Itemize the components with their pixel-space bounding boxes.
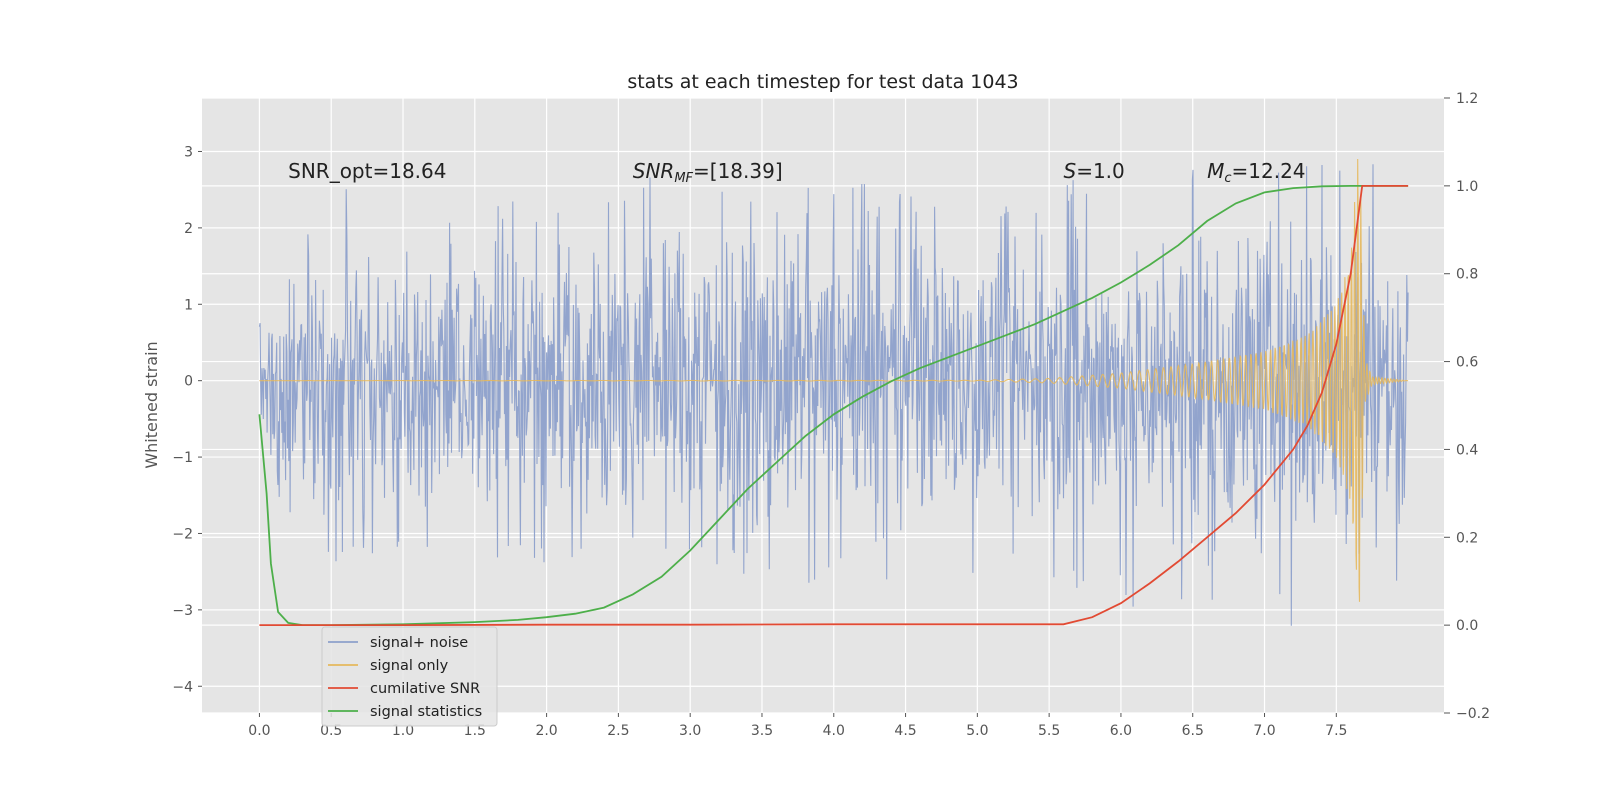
x-tick-label: 7.5	[1325, 723, 1347, 739]
annotation-2: SNRMF=[18.39]	[633, 159, 783, 186]
y2-tick-label: 0.2	[1456, 530, 1478, 546]
legend-label: signal+ noise	[370, 635, 468, 651]
legend-label: signal only	[370, 658, 449, 674]
annotation-3: S=1.0	[1064, 159, 1125, 183]
chart-title: stats at each timestep for test data 104…	[627, 71, 1018, 93]
legend-box	[321, 626, 498, 727]
y-axis-label: Whitened strain	[142, 341, 161, 468]
x-tick-label: 4.5	[894, 723, 916, 739]
x-axis-ticks: 0.0 0.5 1.0 1.5 2.0 2.5 3.0 3.5 4.0 4.5 5.0 5.5 6.0 6…	[248, 713, 1347, 739]
y2-tick-label: −0.2	[1456, 706, 1490, 722]
x-tick-label: 4.0	[823, 723, 845, 739]
x-tick-label: 6.0	[1110, 723, 1132, 739]
y2-tick-label: 0.4	[1456, 442, 1478, 458]
y-tick-label: 1	[184, 297, 193, 313]
y2-tick-label: 0.0	[1456, 618, 1478, 634]
right-axis-series	[258, 185, 1409, 626]
x-tick-label: 1.0	[392, 723, 414, 739]
x-tick-label: 3.5	[751, 723, 773, 739]
legend: signal+ noise signal only cumilative SNR si…	[321, 626, 498, 727]
x-tick-label: 1.5	[464, 723, 486, 739]
annotation-4: Mc=12.24	[1207, 159, 1305, 186]
y-tick-label: 3	[184, 144, 193, 160]
x-tick-label: 2.5	[607, 723, 629, 739]
x-tick-label: 2.0	[535, 723, 557, 739]
y-tick-label: −3	[172, 603, 193, 619]
annotation-1: SNR_opt=18.64	[288, 159, 446, 183]
grid	[202, 97, 1444, 714]
signal-noise-line	[258, 164, 1409, 626]
x-tick-label: 7.0	[1253, 723, 1275, 739]
y2-tick-label: 0.6	[1456, 355, 1478, 371]
x-tick-label: 0.0	[248, 723, 270, 739]
y-tick-label: −2	[172, 526, 193, 542]
y-tick-label: −1	[172, 450, 193, 466]
left-axis-ticks: 3 2 1 0 −1 −2 −3 −4	[172, 144, 202, 695]
signal-only-line	[259, 158, 1409, 602]
x-tick-label: 0.5	[320, 723, 342, 739]
y2-tick-label: 0.8	[1456, 267, 1478, 283]
x-tick-label: 5.0	[966, 723, 988, 739]
cumilative-snr-line	[259, 185, 1409, 626]
signal-noise-series	[258, 164, 1409, 626]
x-tick-label: 5.5	[1038, 723, 1060, 739]
signal-only-series	[259, 158, 1409, 602]
y2-tick-label: 1.0	[1456, 179, 1478, 195]
annotations: SNR_opt=18.64 SNRMF=[18.39] S=1.0 Mc=12.24	[288, 159, 1305, 186]
legend-label: cumilative SNR	[370, 681, 480, 697]
y2-tick-label: 1.2	[1456, 91, 1478, 107]
x-tick-label: 6.5	[1182, 723, 1204, 739]
legend-label: signal statistics	[370, 704, 482, 720]
y-tick-label: 0	[184, 374, 193, 390]
x-tick-label: 3.0	[679, 723, 701, 739]
y-tick-label: −4	[172, 679, 193, 695]
right-axis-ticks: 1.2 1.0 0.8 0.6 0.4 0.2 0.0 −0.2	[1444, 91, 1490, 722]
y-tick-label: 2	[184, 221, 193, 237]
